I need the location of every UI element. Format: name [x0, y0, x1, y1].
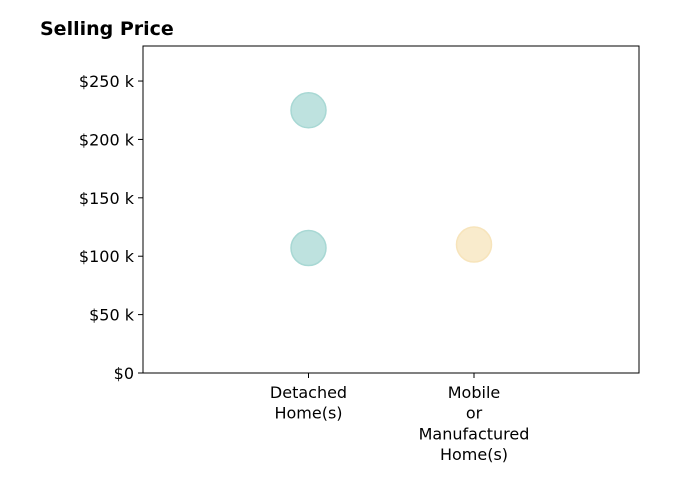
y-tick-label: $150 k: [79, 189, 135, 208]
y-tick-label: $250 k: [79, 72, 135, 91]
chart-title: Selling Price: [40, 18, 174, 40]
x-tick-label: Home(s): [440, 445, 508, 464]
data-point-3: [455, 226, 493, 263]
x-tick-label: Mobile: [448, 383, 500, 402]
y-tick-label: $0: [114, 364, 134, 383]
y-tick-label: $100 k: [79, 247, 135, 266]
x-tick-label: Home(s): [274, 404, 342, 423]
y-tick-label: $50 k: [89, 306, 135, 325]
data-point-2: [290, 229, 327, 267]
y-tick-label: $200 k: [79, 130, 135, 149]
data-point-1: [290, 91, 327, 129]
x-tick-label: Manufactured: [419, 424, 530, 443]
x-tick-label: Detached: [270, 383, 347, 402]
x-tick-label: or: [466, 404, 483, 423]
plot-area: $0 $50 k $100 k $150 k $200 k $250 k Detached H…: [79, 45, 640, 464]
plot-frame: [142, 45, 640, 374]
